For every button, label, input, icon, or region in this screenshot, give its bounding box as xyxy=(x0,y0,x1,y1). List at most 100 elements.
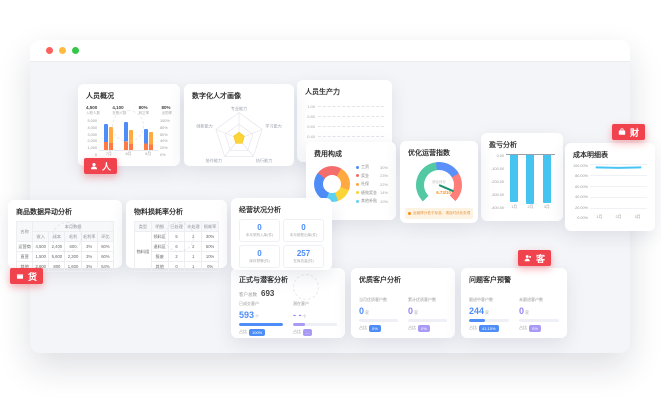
card-title: 问题客户预警 xyxy=(469,277,511,284)
x-label: 1月 xyxy=(596,215,603,219)
metric-column: 未跟进客户数 0家 占比 0% xyxy=(519,297,559,332)
badge-finance[interactable]: 财 xyxy=(612,124,646,140)
badge-label: 财 xyxy=(630,127,640,138)
card-talent-radar: 数字化人才画像 专业能力 学习能力 执行能力 协作能力 创新能力 xyxy=(184,84,294,166)
metric-bar-fill xyxy=(293,323,306,326)
data-table: 类型 明细 已处理 未处理 损耗率 物料组 领料区 5 2 30% 退料区 6 2 50% 报废 2 1 10% 其… xyxy=(134,221,219,272)
metric-column: 潜在客户 - -个 占比 -- xyxy=(293,301,337,336)
table-cell: 60% xyxy=(96,241,115,252)
card-title: 人员生产力 xyxy=(305,89,340,96)
stat-label: 出勤率 xyxy=(161,111,172,115)
card-cost-detail: 成本明细表 100.00% 80.00% 60.00% 40.00% 20.00% 0.0… xyxy=(565,143,655,231)
metric-bar-track xyxy=(519,319,559,322)
table-cell: 4,500 xyxy=(32,241,50,252)
card-title: 人员概况 xyxy=(86,93,114,100)
line-plot xyxy=(590,164,647,214)
close-window-icon[interactable] xyxy=(46,47,53,54)
metric-chip-row: 占比 100% xyxy=(239,328,283,336)
card-title: 盈亏分析 xyxy=(489,142,517,149)
gauge-warning-note: 运营得分低于标准，请及时优化处理 xyxy=(405,208,473,219)
legend-item[interactable]: 绩效奖金 14% xyxy=(356,189,388,198)
table-cell: 物料组 xyxy=(134,231,152,272)
column-header: 类型 xyxy=(134,221,152,232)
metric-column: 累计优质客户数 0家 占比 0% xyxy=(408,297,447,332)
card-customer-formal: 正式与潜客分析 客户总数 693 已成交客户 593个 占比 100% 潜在客户 - -个… xyxy=(231,268,345,338)
customer-total: 客户总数 693 xyxy=(239,289,337,298)
bar xyxy=(104,123,109,150)
donut-legend: 工资 30% 奖金 23% 社保 22% 绩效奖金 14% 其他补贴 10% xyxy=(356,163,388,206)
card-hr-overview: 人员概况 4,500 入职人数 4,100 在职人数 80% 转正率 80% 出勤率 5,00… xyxy=(78,84,180,166)
table-cell: 3% xyxy=(80,261,98,272)
tick-label: 0.00 xyxy=(496,154,504,158)
tick-label: 1,000 xyxy=(87,146,97,151)
metric-chip-row: 占比 0% xyxy=(359,324,398,332)
table-cell: 2 xyxy=(167,251,186,262)
goods-momentum-table: 名称 本月数据 收入 成本 毛利 毛利率 环比 运营商 4,500 2,400 600 3% 60% 直营… xyxy=(15,221,115,272)
legend-label: 奖金 xyxy=(361,172,369,178)
x-label: 7月 xyxy=(105,152,112,156)
grid-line xyxy=(318,135,384,137)
legend-item[interactable]: 其他补贴 10% xyxy=(356,197,388,206)
loss-bar-chart: 0.00 -100.00 -200.00 -300.00 -400.00 1月 2月 3月 xyxy=(489,154,555,210)
bar xyxy=(148,132,153,150)
badge-goods[interactable]: 货 xyxy=(10,268,44,284)
briefcase-icon xyxy=(618,128,626,135)
table-cell: 2 xyxy=(184,241,203,252)
percent-chip: 0% xyxy=(369,324,381,332)
grid-line xyxy=(318,105,384,107)
gauge-center-label: 综合评分 xyxy=(432,180,446,185)
x-label: 3月 xyxy=(634,215,641,219)
grid-row: 1.00 xyxy=(305,101,384,111)
table-cell: 2 xyxy=(184,231,203,242)
card-profit-loss: 盈亏分析 0.00 -100.00 -200.00 -300.00 -400.00 1月… xyxy=(481,133,563,221)
x-label: 2月 xyxy=(527,205,534,209)
legend-item[interactable]: 奖金 23% xyxy=(356,172,388,181)
radar-series xyxy=(233,131,245,144)
badge-label: 客 xyxy=(536,253,546,264)
tick-label: 100% xyxy=(160,119,170,123)
table-cell: 50% xyxy=(201,241,219,252)
x-label: 1月 xyxy=(511,205,518,209)
chip-label: 占比 xyxy=(519,325,527,330)
y-axis-ticks: 5,000 4,000 3,000 2,000 1,000 0 xyxy=(86,119,99,157)
metric-chip-row: 占比 41.15% xyxy=(469,324,509,332)
card-title: 经营状况分析 xyxy=(239,207,281,214)
percent-chip: 0% xyxy=(418,324,430,332)
table-cell: 运营商 xyxy=(15,241,34,252)
card-material-loss: 物料损耗率分析 类型 明细 已处理 未处理 损耗率 物料组 领料区 5 2 30% 退料区 6 2 50%… xyxy=(126,200,227,272)
table-cell: 退料区 xyxy=(150,241,169,252)
metric-label: 潜在客户 xyxy=(293,301,309,306)
maximize-window-icon[interactable] xyxy=(72,47,79,54)
stat-item: 4,100 在职人数 xyxy=(112,105,126,116)
tick-label: 0.00% xyxy=(577,215,588,220)
table-cell: 1,500 xyxy=(32,251,50,262)
minimize-window-icon[interactable] xyxy=(59,47,66,54)
stat-tile: 257 在库总量(件) xyxy=(283,245,324,268)
legend-label: 社保 xyxy=(361,181,369,187)
table-row: 报废 2 1 10% xyxy=(135,251,219,262)
table-row: 直营 1,500 5,600 2,300 3% 60% xyxy=(15,251,115,262)
card-customer-warning: 问题客户预警 跟进中客户数 244家 占比 41.15% 未跟进客户数 0家 占比 0% xyxy=(461,268,567,338)
badge-hr[interactable]: 人 xyxy=(84,158,118,174)
grid-tick: 1.00 xyxy=(307,103,315,109)
card-operation-stats: 经营状况分析 0 本月采购入库(件) 0 本月销售出库(件) 0 库存预警(件) 257 在库… xyxy=(231,198,332,270)
total-label: 客户总数 xyxy=(239,292,257,297)
legend-dot-icon xyxy=(356,199,359,203)
table-row: 其他 2,600 800 1,600 3% 54% xyxy=(15,261,115,272)
legend-item[interactable]: 工资 30% xyxy=(356,163,388,172)
card-ops-gauge: 优化运营指数 综合评分 6.73/10 运营得分低于标准，请及时优化处理 xyxy=(400,141,478,223)
metric-unit: 家 xyxy=(485,310,490,315)
badge-customer[interactable]: 客 xyxy=(518,250,552,266)
table-cell: 其他 xyxy=(150,261,169,272)
tick-label: 3,000 xyxy=(87,132,97,137)
x-label: 3月 xyxy=(543,205,550,209)
donut-chart xyxy=(314,166,350,203)
legend-dot-icon xyxy=(356,182,359,186)
metric-column: 已成交客户 593个 占比 100% xyxy=(239,301,283,336)
legend-label: 其他补贴 xyxy=(361,198,377,204)
legend-item[interactable]: 社保 22% xyxy=(356,180,388,189)
bar-plot xyxy=(506,154,555,204)
tick-label: -400.00 xyxy=(491,206,504,210)
y-axis-ticks: 0.00 -100.00 -200.00 -300.00 -400.00 xyxy=(489,154,506,210)
card-title: 优化运营指数 xyxy=(408,150,450,157)
